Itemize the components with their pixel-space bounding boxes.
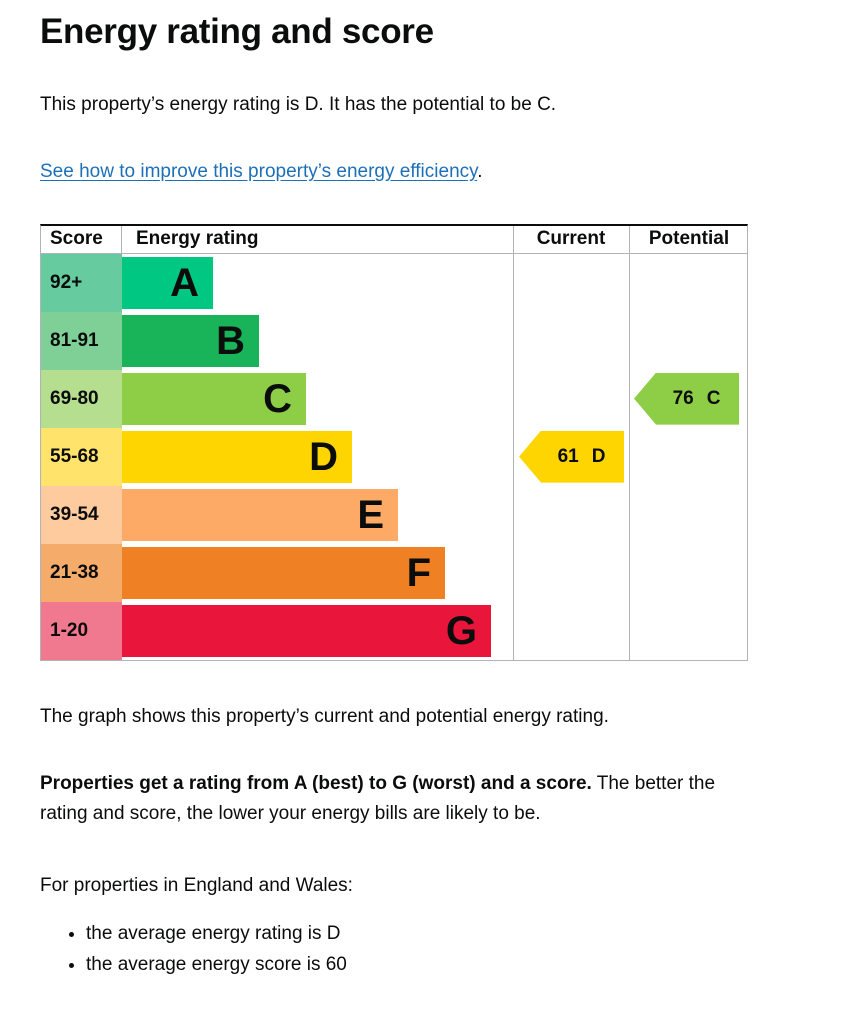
band-row-f: 21-38 F	[41, 543, 747, 602]
improve-efficiency-link[interactable]: See how to improve this property’s energ…	[40, 160, 478, 182]
band-row-d: 55-68 D	[41, 427, 747, 486]
energy-rating-chart: Score Energy rating Current Potential 92…	[40, 223, 748, 661]
current-score: 61	[557, 445, 579, 467]
score-range-b: 81-91	[41, 311, 122, 370]
band-row-g: 1-20 G	[41, 601, 747, 660]
chart-body: 92+ A 81-91 B 69-80 C 55-68 D 39-54 E 21-38 F 1-20 G 6…	[41, 253, 747, 660]
band-bar-c: C	[122, 372, 306, 425]
band-bar-d: D	[122, 430, 352, 483]
header-current: Current	[536, 228, 606, 250]
potential-score: 76	[672, 387, 694, 409]
rating-note-rest: The better the rating and score, the low…	[40, 773, 716, 824]
chart-header-row: Score Energy rating Current Potential	[41, 225, 747, 254]
score-range-f: 21-38	[41, 543, 122, 602]
current-column-divider	[513, 225, 514, 660]
improve-link-period: .	[477, 160, 483, 182]
band-row-c: 69-80 C	[41, 369, 747, 428]
band-row-a: 92+ A	[41, 253, 747, 312]
bullet-average-rating: the average energy rating is D	[86, 919, 846, 948]
band-row-b: 81-91 B	[41, 311, 747, 370]
rating-note-bold: Properties get a rating from A (best) to…	[40, 773, 592, 795]
score-range-a: 92+	[41, 253, 122, 312]
region-bullet-list: the average energy rating is D the avera…	[40, 919, 846, 980]
score-range-g: 1-20	[41, 601, 122, 660]
score-range-c: 69-80	[41, 369, 122, 428]
band-bar-a: A	[122, 256, 213, 309]
potential-rating-letter: C	[706, 387, 721, 409]
rating-note: Properties get a rating from A (best) to…	[40, 769, 752, 828]
header-potential: Potential	[648, 228, 730, 250]
score-range-e: 39-54	[41, 485, 122, 544]
current-rating-arrow: 61 D	[519, 430, 624, 483]
score-range-d: 55-68	[41, 427, 122, 486]
page-title: Energy rating and score	[40, 12, 434, 51]
intro-text: This property’s energy rating is D. It h…	[40, 94, 557, 116]
energy-rating-page: Energy rating and score This property’s …	[0, 0, 846, 980]
header-score: Score	[41, 225, 122, 253]
band-bar-e: E	[122, 488, 398, 541]
graph-caption: The graph shows this property’s current …	[40, 705, 609, 727]
bullet-average-score: the average energy score is 60	[86, 950, 846, 979]
potential-rating-arrow: 76 C	[634, 372, 739, 425]
region-heading: For properties in England and Wales:	[40, 875, 353, 897]
header-energy-rating: Energy rating	[136, 228, 259, 250]
band-bar-f: F	[122, 546, 445, 599]
band-bar-b: B	[122, 314, 259, 367]
band-bar-g: G	[122, 604, 491, 657]
potential-column-divider	[629, 225, 630, 660]
band-row-e: 39-54 E	[41, 485, 747, 544]
current-rating-letter: D	[591, 445, 606, 467]
improve-link-line: See how to improve this property’s energ…	[40, 160, 846, 185]
